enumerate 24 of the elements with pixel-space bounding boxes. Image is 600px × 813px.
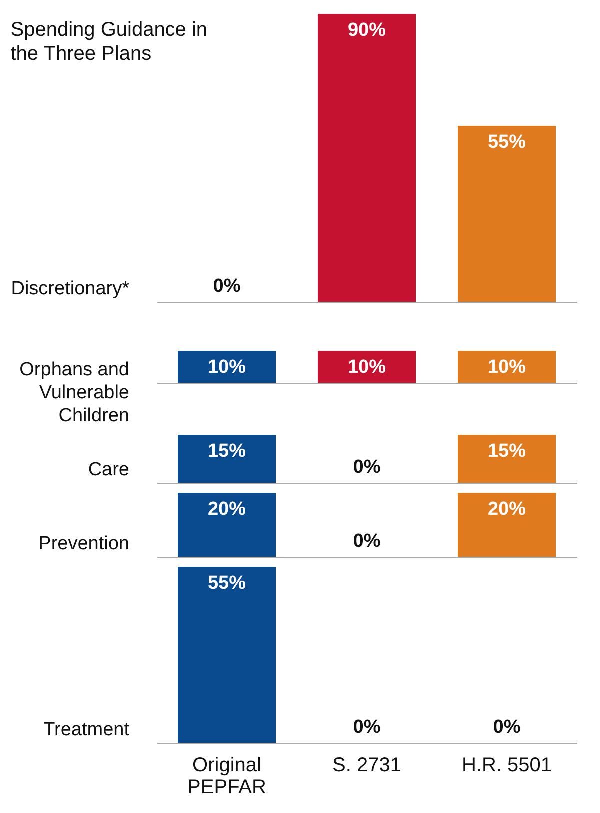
data-label: 0% (353, 717, 381, 738)
data-label: 15% (208, 441, 246, 462)
text: Spending Guidance in the Three Plans (10, 19, 208, 65)
x-tick-label: S. 2731 (332, 754, 402, 776)
x-tick-label: Original PEPFAR (188, 754, 266, 798)
data-label: 55% (488, 132, 526, 153)
y-axis-title: Prevention (38, 534, 130, 554)
data-label: 0% (213, 276, 241, 297)
y-axis-title: Orphans and Vulnerable Children (20, 360, 130, 426)
data-label: 20% (488, 499, 526, 520)
data-label: 0% (493, 717, 521, 738)
data-label: 90% (348, 20, 386, 41)
x-tick-label: H.R. 5501 (462, 754, 552, 776)
data-label: 20% (208, 499, 246, 520)
y-axis-title: Discretionary* (11, 278, 130, 300)
y-axis-title: Treatment (44, 720, 130, 740)
data-label: 10% (208, 357, 246, 378)
data-label: 10% (488, 357, 526, 378)
data-label: 10% (348, 357, 386, 378)
y-axis-title: Care (88, 460, 130, 480)
data-label: 0% (353, 531, 381, 552)
data-label: 55% (208, 573, 246, 594)
data-label: 15% (488, 441, 526, 462)
data-label: 0% (353, 457, 381, 478)
